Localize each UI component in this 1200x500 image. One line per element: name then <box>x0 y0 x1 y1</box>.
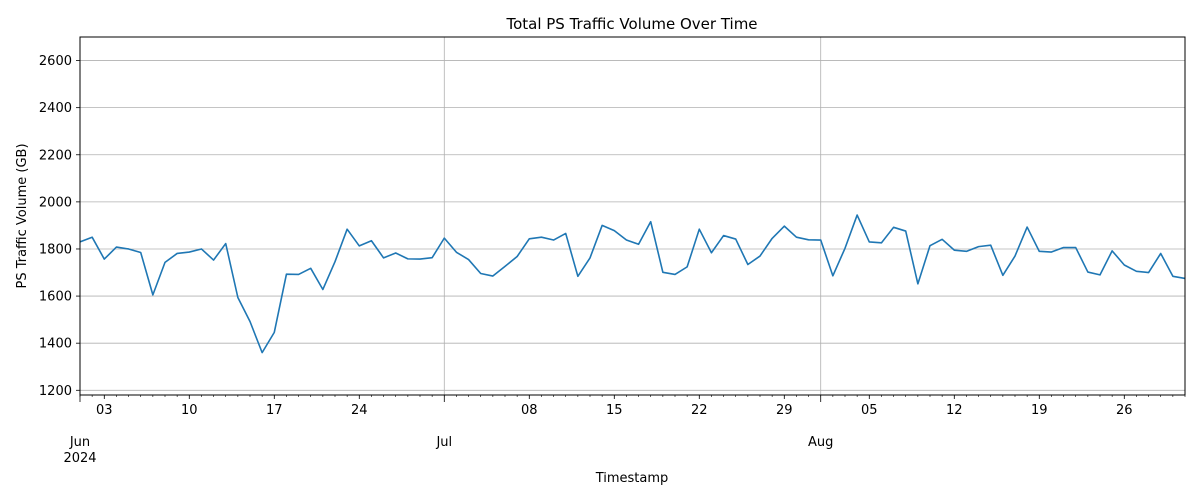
y-axis-label: PS Traffic Volume (GB) <box>15 143 30 288</box>
x-year-label: 2024 <box>63 451 96 466</box>
x-tick-label: 08 <box>521 403 538 418</box>
grid-lines <box>79 37 1185 395</box>
y-tick-label: 1800 <box>39 242 72 257</box>
axis-ticks: 1200 1400 1600 1800 2000 2200 2400 2600 03 10 17 24… <box>39 54 1186 466</box>
plot-frame <box>79 36 1186 396</box>
x-axis-label: Timestamp <box>595 471 669 486</box>
x-tick-label: 29 <box>776 403 793 418</box>
y-tick-label: 1200 <box>39 384 72 399</box>
x-tick-label: 19 <box>1031 403 1048 418</box>
y-tick-label: 2400 <box>39 101 72 116</box>
chart-title: Total PS Traffic Volume Over Time <box>505 15 757 33</box>
y-tick-label: 1400 <box>39 337 72 352</box>
x-tick-label: 10 <box>181 403 198 418</box>
x-tick-label: 05 <box>861 403 878 418</box>
x-month-label: Aug <box>808 435 833 450</box>
series-layer <box>79 214 1186 354</box>
x-tick-label: 17 <box>266 403 283 418</box>
x-tick-label: 26 <box>1116 403 1133 418</box>
x-tick-label: 24 <box>351 403 368 418</box>
series-line <box>79 214 1186 354</box>
x-tick-label: 12 <box>946 403 963 418</box>
x-month-label: Jul <box>435 435 452 450</box>
x-tick-label: 03 <box>96 403 113 418</box>
y-tick-label: 2600 <box>39 54 72 69</box>
x-month-label: Jun <box>69 435 90 450</box>
y-tick-label: 1600 <box>39 290 72 305</box>
x-tick-label: 15 <box>606 403 623 418</box>
y-tick-label: 2200 <box>39 148 72 163</box>
y-tick-label: 2000 <box>39 195 72 210</box>
x-tick-label: 22 <box>691 403 708 418</box>
